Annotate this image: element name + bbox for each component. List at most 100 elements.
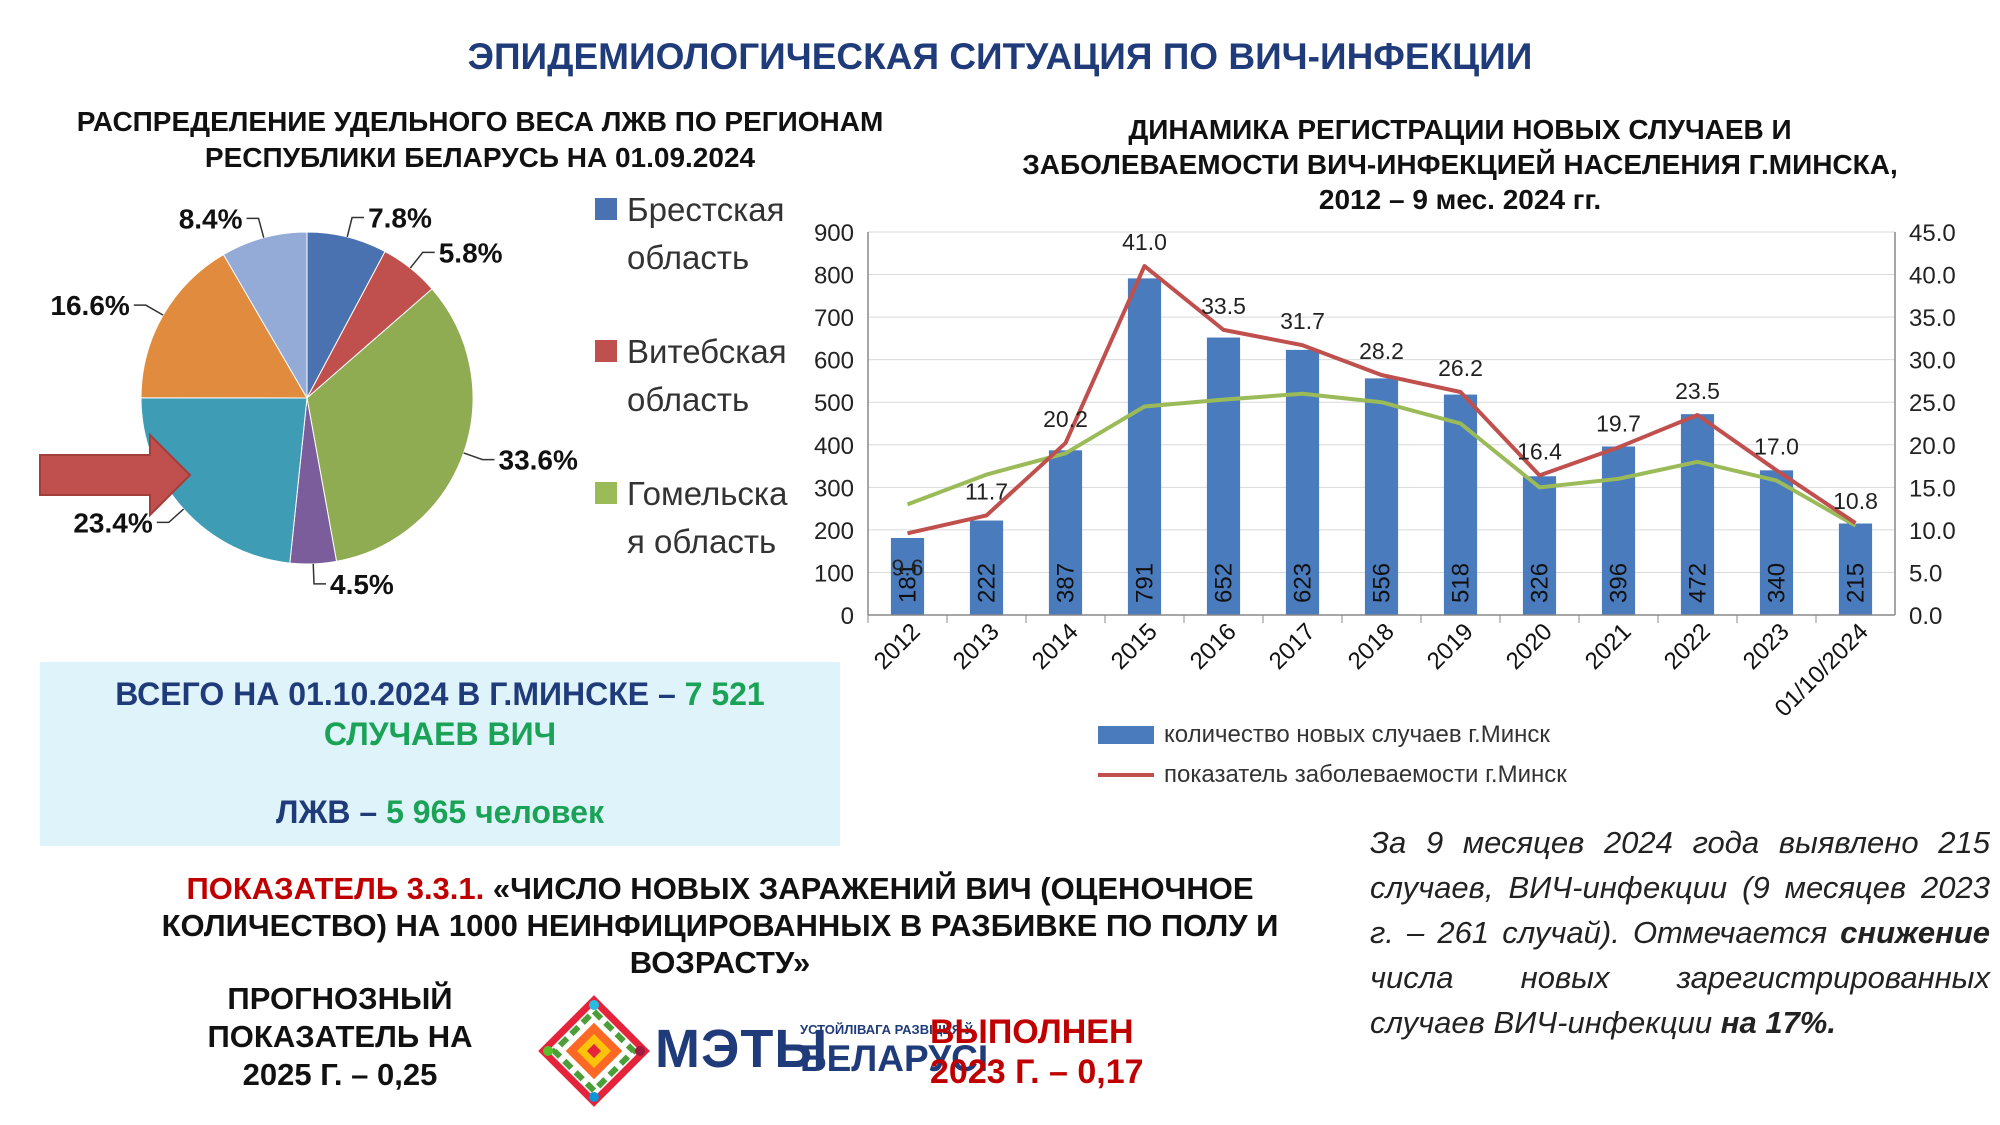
pie-slice-label: 8.4% (179, 203, 243, 234)
y-left-tick-label: 900 (814, 220, 854, 247)
pie-leader-line (312, 563, 327, 585)
logo-subtitle: УСТОЙЛІВАГА РАЗВІЦЦЯ Ў (800, 1022, 973, 1037)
x-tick-label: 2020 (1501, 618, 1558, 675)
pie-leader-line (409, 251, 435, 269)
y-left-tick-label: 500 (814, 390, 854, 417)
bar-chart-legend: количество новых случаев г.Минск показат… (1098, 715, 1567, 795)
x-tick-label: 2018 (1343, 618, 1400, 675)
pie-slice (140, 253, 308, 399)
bar-value-label: 387 (1053, 563, 1080, 603)
legend-line-swatch (1098, 773, 1154, 777)
summary-note: За 9 месяцев 2024 года выявлено 215 случ… (1370, 825, 1990, 1040)
x-tick-label: 2017 (1264, 618, 1321, 675)
line-value-label: 31.7 (1280, 308, 1325, 334)
bar (1838, 523, 1873, 615)
logo-wordmark: МЭТЫ (655, 1019, 829, 1079)
pie-leader-line (133, 304, 164, 316)
y-right-tick-label: 5.0 (1909, 560, 1942, 587)
bar-value-label: 215 (1843, 563, 1870, 603)
y-left-tick-label: 100 (814, 560, 854, 587)
bar-value-label: 472 (1685, 563, 1712, 603)
bar (1127, 278, 1162, 615)
indicator-label: ПОКАЗАТЕЛЬ 3.3.1. (186, 871, 485, 906)
total-cases-unit: СЛУЧАЕВ ВИЧ (323, 716, 557, 752)
y-left-tick-label: 600 (814, 348, 854, 375)
legend-swatch (595, 340, 617, 362)
y-right-tick-label: 15.0 (1909, 475, 1956, 502)
pie-leader-line (246, 217, 265, 238)
total-cases-value: 7 521 (684, 676, 765, 712)
pie-leader-line (156, 508, 185, 524)
achieved-indicator: ВЫПОЛНЕН 2023 Г. – 0,17 (930, 1013, 1144, 1091)
bar (890, 537, 925, 615)
legend-swatch (1098, 726, 1154, 744)
x-tick-label: 2021 (1580, 618, 1637, 675)
y-right-tick-label: 35.0 (1909, 305, 1956, 332)
bar-value-label: 396 (1606, 563, 1633, 603)
forecast-indicator: ПРОГНОЗНЫЙ ПОКАЗАТЕЛЬ НА 2025 Г. – 0,25 (207, 981, 473, 1092)
y-left-tick-label: 400 (814, 433, 854, 460)
pie-slice-label: 16.6% (50, 290, 129, 321)
pie-slice (140, 397, 308, 564)
x-tick-label: 2023 (1738, 618, 1795, 675)
x-tick-label: 2019 (1422, 618, 1479, 675)
legend-item-brest: Брестская область (595, 186, 815, 282)
logo-country: БЕЛАРУСІ (800, 1038, 989, 1079)
bar-value-label: 556 (1369, 563, 1396, 603)
bar (969, 520, 1004, 615)
line-value-label: 28.2 (1359, 338, 1404, 364)
line-value-label: 20.2 (1043, 406, 1088, 432)
bar (1206, 337, 1241, 615)
pie-slice-label: 5.8% (439, 237, 503, 268)
pie-slice (306, 288, 474, 562)
line-value-label: 17.0 (1754, 433, 1799, 459)
bar (1759, 470, 1794, 615)
page-title: ЭПИДЕМИОЛОГИЧЕСКАЯ СИТУАЦИЯ ПО ВИЧ-ИНФЕК… (467, 36, 1533, 77)
pie-slice-label: 23.4% (73, 507, 152, 538)
legend-swatch (595, 198, 617, 220)
bar-value-label: 791 (1132, 563, 1159, 603)
legend-item-vitebsk: Витебская область (595, 328, 815, 424)
bar-chart-title: ДИНАМИКА РЕГИСТРАЦИИ НОВЫХ СЛУЧАЕВ И ЗАБ… (1022, 114, 1898, 215)
bar-value-label: 326 (1527, 563, 1554, 603)
legend-item-gomel: Гомельска я область (595, 470, 815, 566)
line-value-label: 26.2 (1438, 355, 1483, 381)
bar (1680, 414, 1715, 615)
bar-value-label: 652 (1211, 563, 1238, 603)
plhiv-label: ЛЖВ – (276, 794, 378, 830)
pie-slice (222, 231, 308, 400)
y-right-tick-label: 30.0 (1909, 348, 1956, 375)
y-left-tick-label: 0 (841, 603, 854, 630)
y-right-tick-label: 25.0 (1909, 390, 1956, 417)
bar (1048, 450, 1083, 615)
y-left-tick-label: 800 (814, 263, 854, 290)
line-value-label: 19.7 (1596, 410, 1641, 436)
y-left-tick-label: 300 (814, 475, 854, 502)
pie-slice-label: 33.6% (499, 445, 578, 476)
pie-slice-label: 4.5% (330, 569, 394, 600)
line-value-label: 23.5 (1675, 378, 1720, 404)
highlight-arrow (39, 432, 192, 518)
y-right-tick-label: 40.0 (1909, 263, 1956, 290)
line-value-label: 10.8 (1833, 488, 1878, 514)
line-value-label: 33.5 (1201, 293, 1246, 319)
line-value-label: 16.4 (1517, 438, 1562, 464)
bar (1522, 476, 1557, 615)
legend-swatch (595, 482, 617, 504)
x-tick-label: 2015 (1106, 618, 1163, 675)
bar-value-label: 340 (1764, 563, 1791, 603)
pie-leader-line (346, 216, 365, 238)
y-right-tick-label: 10.0 (1909, 518, 1956, 545)
bar-value-label: 181 (895, 563, 922, 603)
incidence-line (907, 264, 1857, 536)
legend-item-new-cases: количество новых случаев г.Минск (1098, 715, 1567, 755)
pie-chart: 7.8%5.8% 33.6% 4.5% 23.4% 16.6% 8.4% (39, 203, 578, 600)
line-value-label: 11.7 (965, 478, 1008, 504)
sdg-logo-emblem-icon (538, 995, 650, 1107)
x-tick-label: 2016 (1185, 618, 1242, 675)
total-prefix: ВСЕГО НА 01.10.2024 В Г.МИНСКЕ – (115, 676, 676, 712)
y-right-tick-label: 20.0 (1909, 433, 1956, 460)
bar-line-chart: 0 100 200 300 400 500 600 700 800 900 0.0 5.0 10.0 15… (814, 220, 1956, 722)
x-tick-label: 2013 (948, 618, 1005, 675)
pie-leader-line (463, 452, 495, 461)
